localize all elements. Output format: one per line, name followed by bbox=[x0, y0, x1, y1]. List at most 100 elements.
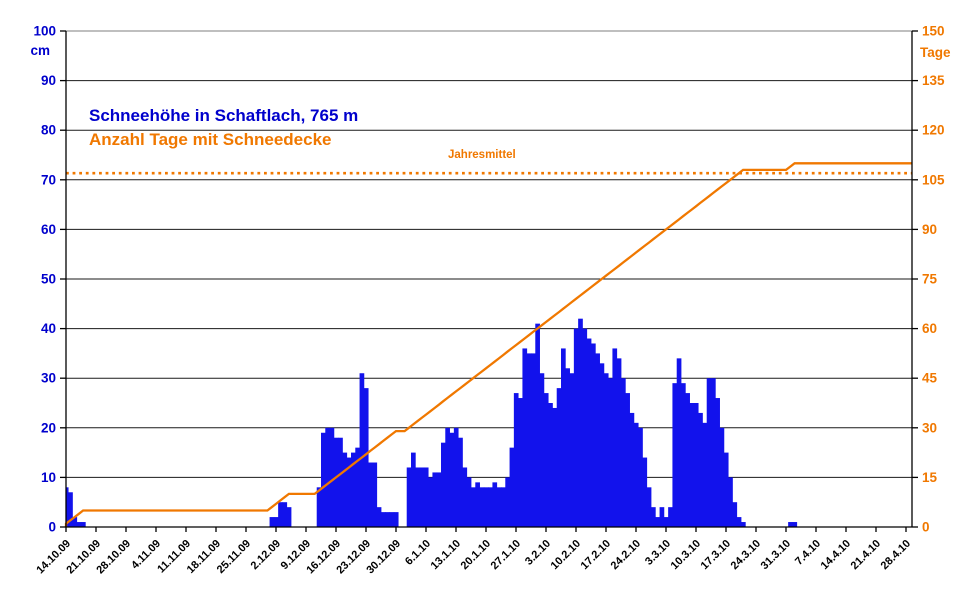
x-tick-label: 20.1.10 bbox=[459, 538, 493, 572]
x-axis-ticks: 14.10.0921.10.0928.10.094.11.0911.11.091… bbox=[34, 527, 913, 576]
cumulative-days-line bbox=[64, 162, 912, 527]
snow-bar bbox=[608, 378, 613, 527]
left-tick-label: 10 bbox=[41, 470, 56, 485]
snow-bar bbox=[286, 507, 292, 527]
snow-bar bbox=[483, 487, 489, 527]
snow-bar bbox=[591, 343, 596, 527]
snow-bar bbox=[496, 487, 502, 527]
chart-title-snowheight: Schneehöhe in Schaftlach, 765 m bbox=[89, 106, 359, 125]
snow-bar bbox=[415, 467, 420, 527]
right-tick-label: 15 bbox=[922, 470, 938, 485]
snow-bar bbox=[81, 522, 86, 527]
x-tick-label: 21.4.10 bbox=[849, 538, 883, 572]
snow-bar bbox=[269, 517, 275, 527]
right-tick-label: 120 bbox=[922, 123, 945, 138]
snow-bar bbox=[595, 353, 600, 527]
snow-bar bbox=[715, 398, 720, 527]
right-axis-unit-label: Tage bbox=[920, 45, 951, 60]
snow-bar bbox=[342, 452, 348, 527]
snow-bar bbox=[372, 462, 378, 527]
snow-bar bbox=[355, 447, 360, 527]
snow-bar bbox=[728, 477, 733, 527]
right-tick-label: 150 bbox=[922, 24, 945, 39]
snow-bar bbox=[685, 393, 690, 527]
snow-bar bbox=[569, 373, 575, 527]
snow-bar bbox=[316, 487, 322, 527]
snow-bar bbox=[462, 467, 468, 527]
snow-bar bbox=[376, 507, 382, 527]
left-tick-label: 80 bbox=[41, 123, 56, 138]
left-tick-label: 90 bbox=[41, 73, 56, 88]
right-tick-label: 45 bbox=[922, 371, 938, 386]
left-axis-ticks: 0 10 20 30 40 50 60 70 80 90 100 bbox=[33, 24, 66, 535]
snow-bar bbox=[599, 363, 605, 527]
snow-bar bbox=[535, 323, 540, 527]
left-tick-label: 0 bbox=[48, 520, 56, 535]
snow-bar bbox=[612, 348, 618, 527]
snow-bar bbox=[672, 383, 678, 527]
right-tick-label: 30 bbox=[922, 420, 937, 435]
snow-bar bbox=[501, 487, 506, 527]
snow-bar bbox=[578, 318, 583, 527]
snow-bar bbox=[509, 447, 515, 527]
snow-bar bbox=[338, 437, 343, 527]
snow-bar bbox=[723, 452, 729, 527]
snow-bar bbox=[732, 502, 738, 527]
snow-bar bbox=[66, 487, 69, 527]
left-tick-label: 60 bbox=[41, 222, 56, 237]
snow-bar bbox=[385, 512, 390, 527]
snow-bar bbox=[368, 462, 373, 527]
left-tick-label: 100 bbox=[33, 24, 56, 39]
x-tick-label: 24.3.10 bbox=[729, 538, 763, 572]
snow-bar bbox=[406, 467, 412, 527]
snow-bar bbox=[698, 412, 703, 527]
snow-bar bbox=[393, 512, 399, 527]
snow-bar bbox=[702, 422, 708, 527]
snow-bar bbox=[711, 378, 716, 527]
snow-bar bbox=[556, 388, 562, 527]
right-tick-label: 90 bbox=[922, 222, 937, 237]
snow-bar bbox=[411, 452, 416, 527]
snow-bar bbox=[676, 358, 682, 527]
snow-bar bbox=[389, 512, 395, 527]
snow-bar bbox=[552, 407, 558, 527]
snow-bar bbox=[629, 412, 635, 527]
snow-bar bbox=[453, 427, 459, 527]
snow-bar bbox=[321, 432, 326, 527]
x-tick-label: 2.12.09 bbox=[249, 538, 283, 572]
snow-bar bbox=[573, 328, 579, 527]
x-tick-label: 14.4.10 bbox=[819, 538, 853, 572]
x-tick-label: 28.4.10 bbox=[879, 538, 913, 572]
snow-bar bbox=[526, 353, 532, 527]
chart-title-snowdays: Anzahl Tage mit Schneedecke bbox=[89, 130, 332, 149]
snow-bar bbox=[518, 398, 523, 527]
snow-bar bbox=[655, 517, 660, 527]
snow-bar bbox=[479, 487, 485, 527]
snow-bar bbox=[329, 427, 335, 527]
snow-height-bars bbox=[66, 318, 798, 527]
snow-bar bbox=[548, 403, 553, 527]
snow-bar bbox=[273, 517, 279, 527]
x-tick-label: 27.1.10 bbox=[489, 538, 523, 572]
snow-bar bbox=[381, 512, 386, 527]
right-tick-label: 0 bbox=[922, 520, 930, 535]
gridlines bbox=[66, 30, 912, 478]
x-tick-label: 25.11.09 bbox=[215, 538, 253, 576]
snow-bar bbox=[681, 383, 686, 527]
snow-bar bbox=[603, 373, 609, 527]
snow-bar bbox=[616, 358, 622, 527]
snow-bar bbox=[663, 517, 669, 527]
annual-mean-label: Jahresmittel bbox=[448, 149, 516, 161]
right-tick-label: 135 bbox=[922, 73, 945, 88]
right-tick-label: 105 bbox=[922, 172, 945, 187]
left-tick-label: 20 bbox=[41, 420, 56, 435]
snow-bar bbox=[642, 457, 648, 527]
snow-bar bbox=[565, 368, 570, 527]
right-tick-label: 75 bbox=[922, 272, 938, 287]
snow-bar bbox=[693, 403, 699, 527]
right-axis-ticks: 0 15 30 45 60 75 90 105 120 135 150 bbox=[912, 24, 945, 535]
x-tick-label: 13.1.10 bbox=[429, 538, 463, 572]
left-tick-label: 50 bbox=[41, 272, 56, 287]
